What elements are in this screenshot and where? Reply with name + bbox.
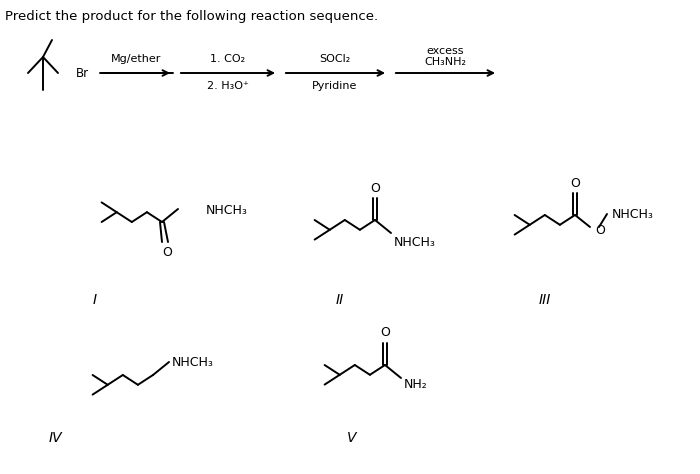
- Text: O: O: [570, 176, 580, 190]
- Text: NH₂: NH₂: [404, 379, 428, 392]
- Text: NHCH₃: NHCH₃: [394, 236, 436, 248]
- Text: V: V: [347, 431, 357, 445]
- Text: SOCl₂: SOCl₂: [319, 54, 351, 64]
- Text: NHCH₃: NHCH₃: [206, 203, 248, 217]
- Text: O: O: [370, 182, 380, 194]
- Text: I: I: [93, 293, 97, 307]
- Text: CH₃NH₂: CH₃NH₂: [424, 57, 466, 67]
- Text: Pyridine: Pyridine: [312, 81, 358, 91]
- Text: Mg/ether: Mg/ether: [111, 54, 161, 64]
- Text: NHCH₃: NHCH₃: [172, 356, 214, 370]
- Text: II: II: [336, 293, 344, 307]
- Text: NHCH₃: NHCH₃: [612, 208, 654, 220]
- Text: 2. H₃O⁺: 2. H₃O⁺: [207, 81, 249, 91]
- Text: III: III: [539, 293, 551, 307]
- Text: O: O: [595, 224, 605, 237]
- Text: O: O: [162, 246, 172, 258]
- Text: excess: excess: [426, 46, 463, 56]
- Text: Predict the product for the following reaction sequence.: Predict the product for the following re…: [5, 10, 378, 23]
- Text: 1. CO₂: 1. CO₂: [211, 54, 246, 64]
- Text: O: O: [380, 327, 390, 339]
- Text: Br: Br: [76, 66, 89, 80]
- Text: IV: IV: [48, 431, 62, 445]
